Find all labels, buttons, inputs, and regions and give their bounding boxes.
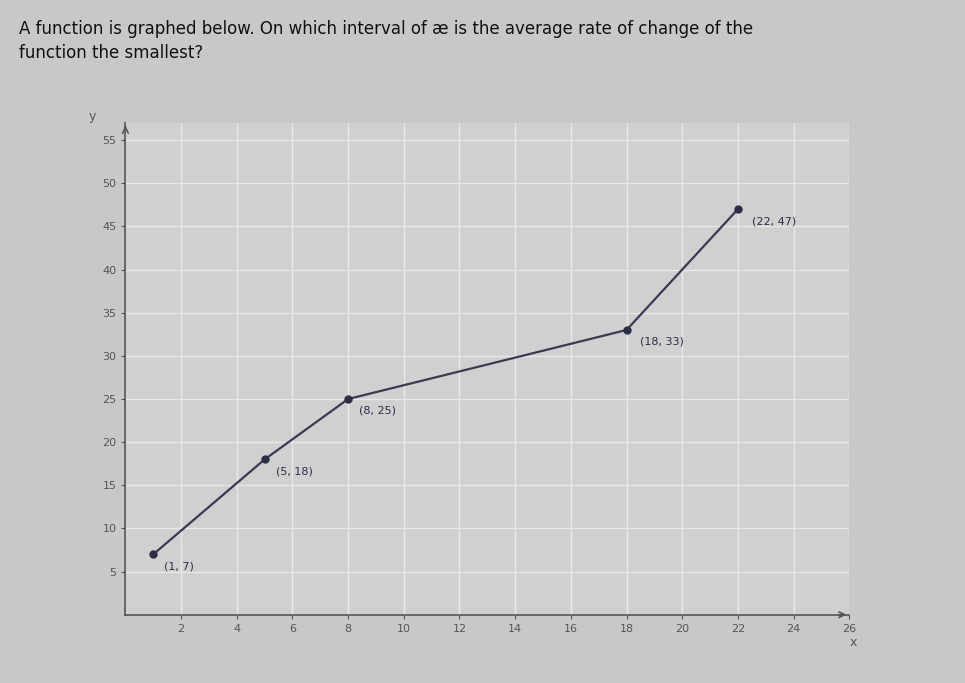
Text: (18, 33): (18, 33)	[641, 337, 684, 347]
Text: (1, 7): (1, 7)	[164, 561, 194, 571]
Point	[341, 393, 356, 404]
Text: (22, 47): (22, 47)	[752, 216, 796, 226]
Point	[146, 549, 161, 560]
Point	[619, 324, 634, 335]
Point	[731, 204, 746, 214]
Text: (5, 18): (5, 18)	[276, 466, 313, 476]
Text: A function is graphed below. On which interval of æ is the average rate of chang: A function is graphed below. On which in…	[19, 20, 754, 62]
Text: (8, 25): (8, 25)	[359, 406, 397, 416]
Text: x: x	[849, 637, 857, 650]
Text: y: y	[89, 110, 96, 123]
Point	[257, 454, 272, 465]
